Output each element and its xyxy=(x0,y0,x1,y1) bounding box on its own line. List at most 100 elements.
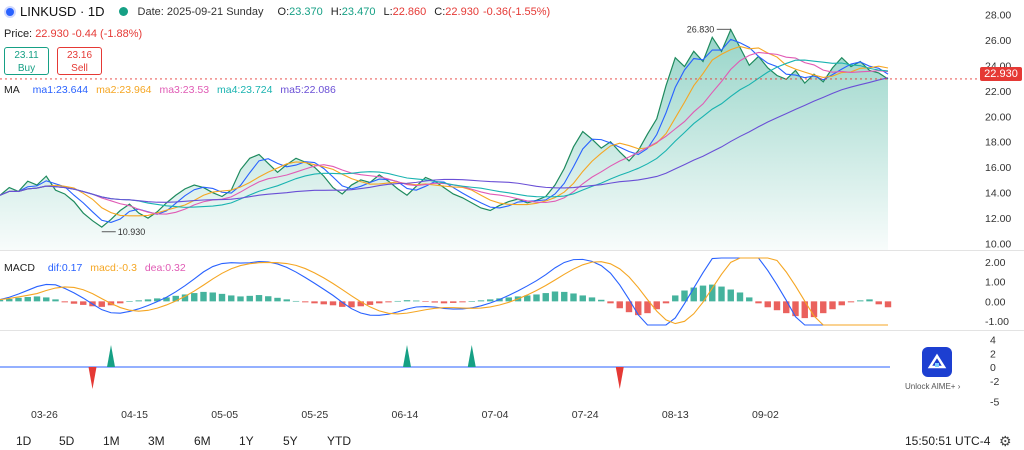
close-value: 22.930 xyxy=(445,5,479,18)
price-label: Price: xyxy=(4,28,33,40)
macd-hist-bar xyxy=(801,301,808,319)
macd-hist-bar xyxy=(709,284,716,302)
macd-hist-bar xyxy=(857,300,864,302)
macd-hist-bar xyxy=(690,287,697,302)
price-axis-tick: 26.00 xyxy=(985,35,1011,47)
pane-divider-macd[interactable] xyxy=(0,250,1024,251)
tf-3m[interactable]: 3M xyxy=(148,434,165,448)
macd-hist-bar xyxy=(98,301,105,307)
macd-hist-bar xyxy=(61,301,68,303)
tf-5y[interactable]: 5Y xyxy=(283,434,298,448)
macd-hist-bar xyxy=(422,301,429,302)
macd-hist-bar xyxy=(681,290,688,302)
macd-hist-bar xyxy=(440,301,448,304)
macd-hist-bar xyxy=(15,297,22,302)
macd-hist-bar xyxy=(644,301,651,314)
date-label: Date: 2025-09-21 Sunday xyxy=(137,5,264,18)
clock-readout: 15:50:51 UTC-4 xyxy=(905,434,991,448)
macd-hist-bar xyxy=(403,300,411,302)
dea-value: dea:0.32 xyxy=(144,262,186,274)
ma-title: MA xyxy=(4,84,20,96)
macd-hist-bar xyxy=(672,295,679,302)
x-axis-tick: 08-13 xyxy=(662,409,689,421)
sell-button[interactable]: 23.16 Sell xyxy=(57,47,102,75)
macd-hist-bar xyxy=(607,301,614,304)
macd-hist-bar xyxy=(616,301,623,309)
low-value: 22.860 xyxy=(392,5,427,18)
macd-hist-bar xyxy=(302,301,309,303)
macd-hist-bar xyxy=(172,295,179,302)
macd-hist-bar xyxy=(329,301,337,306)
macd-hist-bar xyxy=(348,301,355,308)
ma-legend[interactable]: MA ma1:23.644 ma2:23.964 ma3:23.53 ma4:2… xyxy=(4,84,341,96)
macd-legend[interactable]: MACD dif:0.17 macd:-0.3 dea:0.32 xyxy=(4,262,191,274)
macd-hist-bar xyxy=(181,294,189,302)
buy-button[interactable]: 23.11 Buy xyxy=(4,47,49,75)
macd-hist-bar xyxy=(292,300,300,302)
price-chart[interactable]: 10.0012.0014.0016.0018.0020.0022.0024.00… xyxy=(0,0,1024,428)
tf-1m[interactable]: 1M xyxy=(103,434,120,448)
aime-logo-icon[interactable] xyxy=(922,347,952,377)
tf-ytd[interactable]: YTD xyxy=(327,434,351,448)
price-axis-tick: 12.00 xyxy=(985,213,1011,225)
signal-axis-tick: 0 xyxy=(990,362,996,374)
chart-header: LINKUSD · 1D Date: 2025-09-21 Sunday O: 2… xyxy=(4,4,550,19)
live-status-icon xyxy=(118,7,128,16)
aime-unlock-link[interactable]: Unlock AIME+ › xyxy=(905,382,961,391)
macd-hist-bar xyxy=(487,299,494,302)
price-axis-tick: 14.00 xyxy=(985,188,1011,200)
macd-hist-bar xyxy=(884,301,892,308)
macd-hist-bar xyxy=(6,298,13,302)
buy-signal-arrow xyxy=(403,345,411,368)
settings-gear-icon[interactable]: ⚙ xyxy=(999,433,1012,449)
symbol-label[interactable]: LINKUSD · 1D xyxy=(20,4,105,19)
macd-hist-bar xyxy=(524,295,531,302)
ma5-line xyxy=(0,77,889,203)
macd-hist-bar xyxy=(561,291,568,302)
macd-hist-bar xyxy=(468,301,475,302)
low-label: L: xyxy=(383,5,393,18)
x-axis-tick: 09-02 xyxy=(752,409,779,421)
tf-1y[interactable]: 1Y xyxy=(239,434,254,448)
price-line xyxy=(0,28,889,228)
price-axis-tick: 20.00 xyxy=(985,111,1011,123)
macd-hist-bar xyxy=(357,301,364,307)
macd-hist-bar xyxy=(218,293,226,302)
macd-hist-bar xyxy=(320,301,327,305)
macd-hist-bar xyxy=(394,300,401,302)
x-axis-tick: 06-14 xyxy=(392,409,419,421)
price-value: 22.930 xyxy=(35,28,69,40)
signal-axis-tick: 2 xyxy=(990,348,996,360)
macd-hist-bar xyxy=(163,297,170,302)
chainlink-logo-icon xyxy=(4,5,16,18)
macd-hist-bar xyxy=(311,301,318,304)
price-axis-tick: 28.00 xyxy=(985,9,1011,21)
macd-hist-bar xyxy=(246,295,253,302)
macd-hist-bar xyxy=(228,295,235,302)
ma4-value: ma4:23.724 xyxy=(217,84,273,96)
pane-divider-signals[interactable] xyxy=(0,330,1024,331)
aime-glyph-icon xyxy=(927,353,947,369)
macd-hist-bar xyxy=(699,285,707,302)
macd-hist-bar xyxy=(875,301,882,305)
change-value: -0.36(-1.55%) xyxy=(482,5,551,18)
macd-hist-bar xyxy=(783,301,790,314)
ma4-line xyxy=(0,59,889,208)
macd-hist-bar xyxy=(144,299,152,302)
ma2-line xyxy=(0,45,889,217)
tf-1d[interactable]: 1D xyxy=(16,434,32,448)
x-axis-tick: 04-15 xyxy=(121,409,148,421)
macd-hist-bar xyxy=(820,301,827,314)
price-axis-tick: 22.00 xyxy=(985,86,1011,98)
dif-value: dif:0.17 xyxy=(47,262,83,274)
tf-6m[interactable]: 6M xyxy=(194,434,211,448)
macd-hist-bar xyxy=(255,295,263,302)
macd-hist-bar xyxy=(773,301,781,311)
macd-hist-bar xyxy=(70,301,78,304)
x-axis-tick: 05-05 xyxy=(211,409,238,421)
macd-hist-bar xyxy=(33,296,41,302)
macd-hist-bar xyxy=(209,292,216,302)
tf-5d[interactable]: 5D xyxy=(59,434,75,448)
buy-label: Buy xyxy=(17,63,36,74)
macd-hist-bar xyxy=(339,301,346,307)
